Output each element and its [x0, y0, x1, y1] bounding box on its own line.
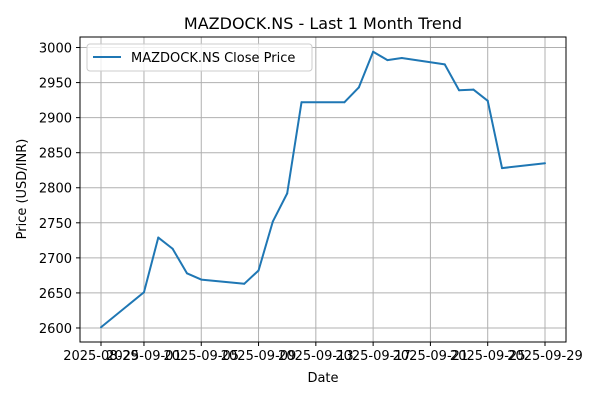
- y-tick-label: 2800: [39, 182, 72, 197]
- plot-area: [80, 37, 566, 342]
- data-point: [486, 99, 489, 102]
- y-axis-title: Price (USD/INR): [15, 139, 30, 240]
- data-point: [257, 269, 260, 272]
- legend: MAZDOCK.NS Close Price: [86, 43, 313, 72]
- x-tick-label: 2025-09-13: [278, 349, 354, 364]
- data-point: [286, 192, 289, 195]
- data-point: [357, 86, 360, 89]
- y-tick-label: 2900: [39, 112, 72, 127]
- y-tick-label: 2750: [39, 217, 72, 232]
- y-tick-label: 2950: [39, 77, 72, 92]
- data-point: [171, 247, 174, 250]
- data-point: [185, 272, 188, 275]
- data-point: [142, 291, 145, 294]
- data-point: [372, 50, 375, 53]
- x-axis-title: Date: [307, 371, 338, 386]
- y-tick-label: 2850: [39, 147, 72, 162]
- x-tick-label: 2025-09-09: [221, 349, 297, 364]
- data-point: [100, 326, 102, 329]
- data-point: [400, 57, 403, 60]
- x-tick-label: 2025-09-25: [450, 349, 526, 364]
- plot-frame: [79, 36, 567, 343]
- data-point: [343, 101, 346, 104]
- x-tick-label: 2025-09-17: [335, 349, 411, 364]
- x-tick-label: 2025-09-05: [163, 349, 239, 364]
- series-layer: [100, 50, 546, 329]
- x-tick-label: 2025-08-29: [63, 349, 139, 364]
- data-point: [472, 88, 475, 91]
- x-tick-label: 2025-09-01: [106, 349, 182, 364]
- legend-label: MAZDOCK.NS Close Price: [131, 51, 295, 66]
- series-line: [100, 50, 546, 329]
- data-point: [300, 101, 303, 104]
- data-point: [200, 278, 203, 281]
- x-tick-label: 2025-09-29: [507, 349, 583, 364]
- data-point: [243, 282, 246, 285]
- data-point: [501, 167, 504, 170]
- y-tick-label: 2600: [39, 322, 72, 337]
- data-point: [157, 236, 160, 239]
- data-point: [443, 63, 446, 66]
- data-point: [458, 89, 461, 92]
- y-tick-label: 3000: [39, 42, 72, 57]
- data-point: [544, 162, 546, 165]
- y-tick-label: 2650: [39, 287, 72, 302]
- legend-box: [86, 43, 313, 72]
- axis-ticks: 2600 2650 2700 2750 2800 2850 2900 2950 3000 2025…: [39, 42, 583, 364]
- x-tick-label: 2025-09-21: [393, 349, 469, 364]
- y-tick-label: 2700: [39, 252, 72, 267]
- data-point: [386, 59, 389, 62]
- data-point: [271, 220, 274, 223]
- chart-title: MAZDOCK.NS - Last 1 Month Trend: [184, 14, 462, 33]
